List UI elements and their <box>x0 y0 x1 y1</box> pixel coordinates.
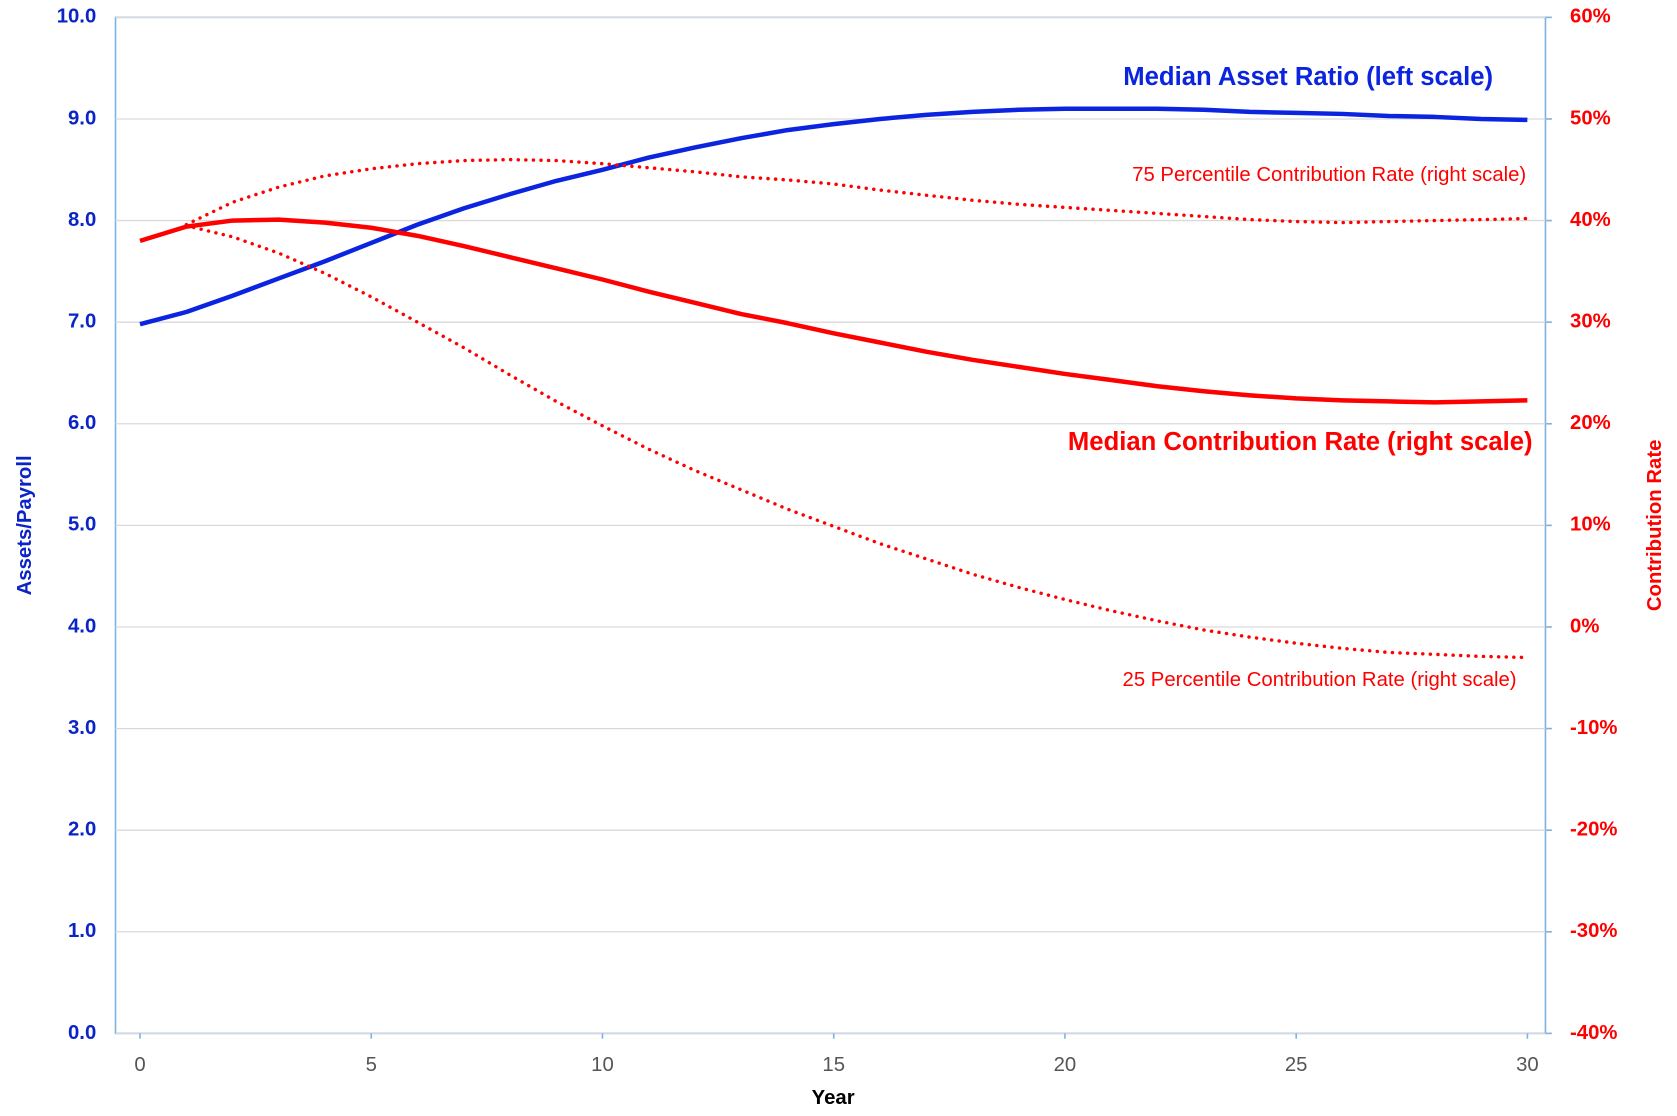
y-tick-label: 9.0 <box>68 107 96 129</box>
x-tick-label: 10 <box>591 1054 614 1076</box>
y-tick-label: 3.0 <box>68 717 96 739</box>
x-tick-label: 20 <box>1054 1054 1077 1076</box>
y2-tick-label: 50% <box>1570 107 1611 129</box>
y2-tick-label: -20% <box>1570 819 1617 841</box>
series-label: Median Asset Ratio (left scale) <box>1123 63 1493 91</box>
y-tick-label: 5.0 <box>68 514 96 536</box>
y-axis-label: Assets/Payroll <box>14 455 36 595</box>
series-label: 25 Percentile Contribution Rate (right s… <box>1123 669 1517 691</box>
series-line <box>184 223 1530 660</box>
y-tick-label: 6.0 <box>68 412 96 434</box>
y2-tick-label: 0% <box>1570 615 1599 637</box>
y2-axis-label: Contribution Rate <box>1644 440 1666 612</box>
y-tick-label: 4.0 <box>68 615 96 637</box>
y2-tick-label: 10% <box>1570 514 1611 536</box>
x-tick-label: 25 <box>1285 1054 1308 1076</box>
y-tick-label: 1.0 <box>68 920 96 942</box>
x-tick-label: 30 <box>1516 1054 1539 1076</box>
y2-tick-label: -30% <box>1570 920 1617 942</box>
y2-tick-label: -40% <box>1570 1022 1617 1044</box>
series-label: 75 Percentile Contribution Rate (right s… <box>1132 164 1526 186</box>
y-tick-label: 2.0 <box>68 819 96 841</box>
y-tick-label: 8.0 <box>68 209 96 231</box>
series-line <box>184 157 1530 227</box>
y-tick-label: 0.0 <box>68 1022 96 1044</box>
x-axis-label: Year <box>812 1087 855 1109</box>
y2-tick-label: 40% <box>1570 209 1611 231</box>
x-tick-label: 5 <box>366 1054 377 1076</box>
x-tick-label: 0 <box>134 1054 145 1076</box>
series-line <box>139 106 1528 327</box>
x-tick-label: 15 <box>822 1054 845 1076</box>
y2-tick-label: 60% <box>1570 6 1611 28</box>
y-tick-label: 10.0 <box>57 6 97 28</box>
y2-tick-label: 30% <box>1570 311 1611 333</box>
y2-tick-label: 20% <box>1570 412 1611 434</box>
y2-tick-label: -10% <box>1570 717 1617 739</box>
series-line <box>139 217 1528 405</box>
series-label: Median Contribution Rate (right scale) <box>1068 428 1533 456</box>
y-tick-label: 7.0 <box>68 311 96 333</box>
